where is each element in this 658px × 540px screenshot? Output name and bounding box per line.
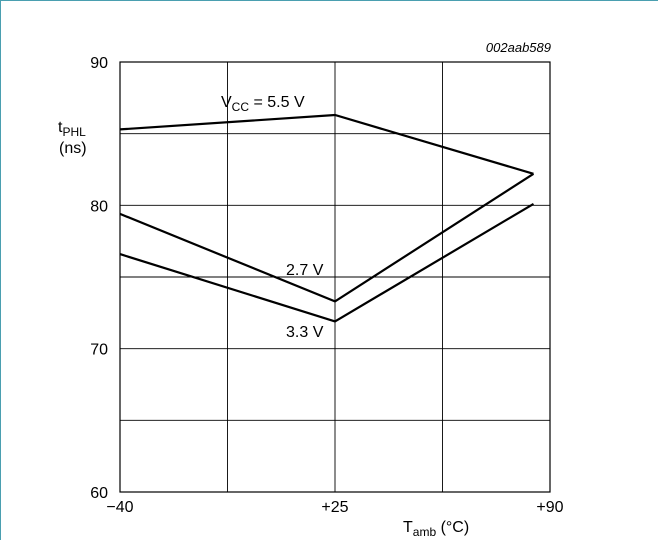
x-axis-label-sub: amb [413,525,437,539]
figure-id: 002aab589 [486,40,551,55]
x-axis-label: Tamb (°C) [403,519,469,539]
y-tick-label: 80 [90,198,108,215]
annotation-3v3: 3.3 V [286,324,324,341]
series-line-2-7-v [119,172,535,303]
series-line-5-5-v [119,113,534,175]
annotation-vcc: VCC = 5.5 V [221,94,305,114]
tick-labels: 60 70 80 90 −40 +25 +90 [90,55,563,516]
x-tick-label: −40 [106,499,133,516]
x-tick-label: +90 [536,499,563,516]
y-axis-label: tPHL [58,119,86,139]
y-axis-unit: (ns) [59,140,87,157]
annotation-vcc-value: = 5.5 V [249,94,305,111]
grid [119,61,551,493]
y-axis-label-sub: PHL [62,125,86,139]
x-axis-label-main: T [403,519,413,536]
annotation-2v7: 2.7 V [286,262,324,279]
y-tick-label: 90 [90,55,108,72]
y-tick-label: 60 [90,485,108,502]
plot-border [119,61,551,493]
series-line-3-3-v [119,202,535,323]
annotation-vcc-sub: CC [232,100,250,114]
x-axis-label-unit: (°C) [436,519,469,536]
y-axis-label-main: t [58,119,63,136]
x-tick-label: +25 [321,499,348,516]
annotation-vcc-main: V [221,94,232,111]
series-lines [119,113,535,323]
y-tick-label: 70 [90,342,108,359]
